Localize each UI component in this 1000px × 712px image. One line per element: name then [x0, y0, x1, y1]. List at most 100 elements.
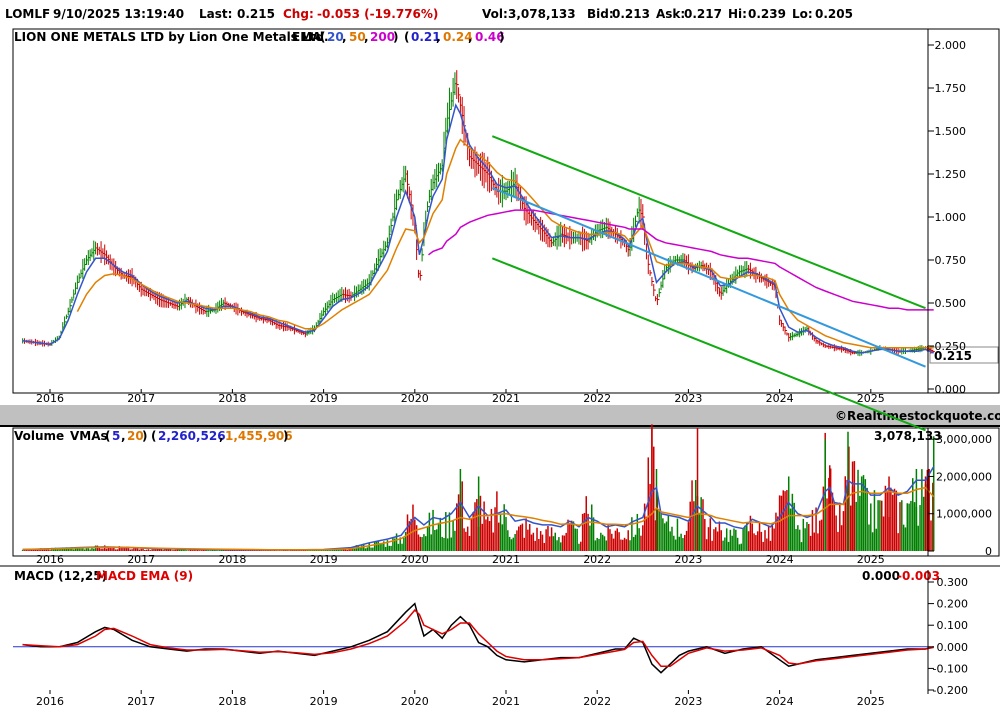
lo-value: 0.205 [815, 7, 853, 21]
ema-200-line [428, 209, 934, 311]
price-x-tick-label: 2023 [674, 392, 702, 405]
macd-y-tick-label: -0.200 [933, 684, 968, 697]
macd-y-tick-label: 0.000 [937, 641, 969, 654]
price-y-tick-label: 0.500 [935, 297, 967, 310]
macd-ema-label: MACD EMA (9) [96, 569, 193, 583]
ema-value-20: 0.21 [411, 30, 441, 44]
vma-values-comma: , [219, 429, 224, 443]
company-title: LION ONE METALS LTD by Lion One Metals L… [14, 30, 329, 44]
volume-x-tick-label: 2025 [857, 553, 885, 566]
ema-values-comma-1: , [436, 30, 441, 44]
volume-x-tick-label: 2016 [36, 553, 64, 566]
macd-x-tick-label: 2020 [401, 695, 429, 708]
volume-label: Volume [14, 429, 64, 443]
macd-x-tick-label: 2022 [583, 695, 611, 708]
volume-x-tick-label: 2020 [401, 553, 429, 566]
macd-x-tick-label: 2021 [492, 695, 520, 708]
macd-value: 0.000 [862, 569, 900, 583]
watermark: ©Realtimestockquote.com [835, 409, 1000, 423]
price-y-tick-label: 1.500 [935, 125, 967, 138]
separator-bar [0, 405, 1000, 425]
symbol: LOMLF [5, 7, 50, 21]
volume-legend: Volume VMAs ( 5 , 20 ) ( 2,260,526 , 1,4… [14, 429, 942, 443]
macd-y-tick-label: 0.300 [937, 576, 969, 589]
ema-label: EMA [292, 30, 322, 44]
ema-open-paren: ( [320, 30, 325, 44]
price-x-tick-label: 2020 [401, 392, 429, 405]
price-x-tick-label: 2024 [766, 392, 794, 405]
bid-value: 0.213 [612, 7, 650, 21]
last-price-tag: 0.215 [934, 349, 972, 363]
vma-period-20: 20 [127, 429, 144, 443]
volume-y-tick-label: 1,000,000 [936, 508, 992, 521]
volume-x-tick-label: 2017 [127, 553, 155, 566]
macd-label: MACD (12,25) [14, 569, 107, 583]
ema-period-200: 200 [370, 30, 395, 44]
vma-values-open-paren: ( [151, 429, 156, 443]
ask-value: 0.217 [684, 7, 722, 21]
macd-x-tick-label: 2023 [674, 695, 702, 708]
macd-signal-line [22, 609, 934, 667]
ask-label: Ask: [656, 7, 685, 21]
last-value: 0.215 [237, 7, 275, 21]
price-y-tick-label: 0.250 [935, 340, 967, 353]
volume-x-tick-label: 2021 [492, 553, 520, 566]
macd-y-tick-label: -0.100 [933, 662, 968, 675]
price-y-tick-label: 1.750 [935, 82, 967, 95]
last-price-tag-box [929, 346, 999, 364]
chart-marks: 2016 2017 2018 2019 2020 2021 2022 2023 2024 2025… [13, 29, 992, 708]
volume-x-tick-label: 2022 [583, 553, 611, 566]
chg-value: -0.053 (-19.776%) [317, 7, 438, 21]
price-y-tick-label: 1.250 [935, 168, 967, 181]
channel-upper-line [491, 135, 926, 310]
macd-x-tick-label: 2017 [127, 695, 155, 708]
price-x-tick-label: 2025 [857, 392, 885, 405]
volume-y-tick-label: 0 [985, 545, 992, 558]
ema-value-200: 0.46 [475, 30, 505, 44]
macd-y-tick-label: 0.100 [937, 619, 969, 632]
macd-x-tick-label: 2019 [310, 695, 338, 708]
ema-period-50: 50 [349, 30, 366, 44]
volume-bars [21, 424, 935, 551]
ema-values-comma-2: , [468, 30, 473, 44]
price-x-tick-label: 2019 [310, 392, 338, 405]
hi-value: 0.239 [748, 7, 786, 21]
lo-label: Lo: [792, 7, 813, 21]
macd-legend: MACD (12,25) MACD EMA (9) 0.000 -0.003 [14, 569, 940, 583]
ema-comma-2: , [364, 30, 369, 44]
price-y-tick-label: 2.000 [935, 39, 967, 52]
volume-y-tick-label: 2,000,000 [936, 470, 992, 483]
macd-x-tick-label: 2018 [218, 695, 246, 708]
vma-label: VMAs [70, 429, 108, 443]
price-y-tick-label: 0.750 [935, 254, 967, 267]
price-y-tick-label: 1.000 [935, 211, 967, 224]
price-legend: LION ONE METALS LTD by Lion One Metals L… [14, 30, 505, 44]
price-panel-frame [12, 28, 1000, 394]
vma-5-line [22, 466, 935, 551]
ema-close-paren: ) [393, 30, 398, 44]
price-x-tick-label: 2016 [36, 392, 64, 405]
volume-y-tick-label: 3,000,000 [936, 433, 992, 446]
price-x-tick-label: 2018 [218, 392, 246, 405]
macd-line [22, 602, 934, 674]
ema-values-close-paren: ) [499, 30, 504, 44]
bid-label: Bid: [587, 7, 614, 21]
macd-y-tick-label: 0.200 [937, 598, 969, 611]
volume-x-tick-label: 2018 [218, 553, 246, 566]
ema-50-line [76, 138, 934, 349]
volume-x-tick-label: 2019 [310, 553, 338, 566]
last-label: Last: [199, 7, 232, 21]
volume-x-tick-label: 2024 [766, 553, 794, 566]
last-volume: 3,078,133 [874, 429, 942, 443]
macd-x-tick-label: 2025 [857, 695, 885, 708]
trend-line [491, 186, 926, 368]
ema-value-50: 0.24 [443, 30, 473, 44]
vma-close-paren: ) [142, 429, 147, 443]
macd-x-tick-label: 2016 [36, 695, 64, 708]
volume-x-tick-label: 2023 [674, 553, 702, 566]
macd-signal-value: -0.003 [897, 569, 940, 583]
price-x-tick-label: 2022 [583, 392, 611, 405]
vma-values-close-paren: ) [283, 429, 288, 443]
chg-label: Chg: [283, 7, 314, 21]
